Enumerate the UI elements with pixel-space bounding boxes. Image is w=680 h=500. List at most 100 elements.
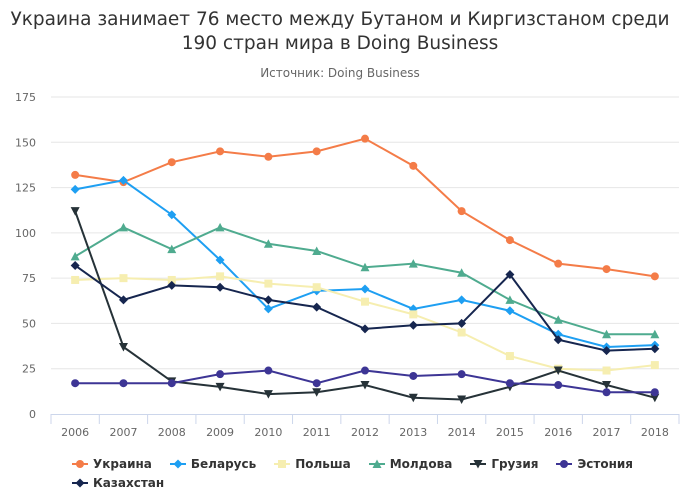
legend-label: Грузия xyxy=(491,456,539,471)
legend-label: Эстония xyxy=(577,456,633,471)
legend-item[interactable]: Украина xyxy=(72,454,152,473)
data-point xyxy=(505,306,515,316)
legend-item[interactable]: Польша xyxy=(274,454,351,473)
x-tick-label: 2016 xyxy=(544,426,572,439)
data-point xyxy=(263,304,273,314)
data-point xyxy=(505,236,514,245)
data-point xyxy=(457,268,467,277)
data-point xyxy=(553,366,563,376)
data-point xyxy=(70,184,80,194)
data-point xyxy=(361,134,369,143)
x-tick-label: 2014 xyxy=(448,426,476,439)
chart-title-line-2: 190 стран мира в Doing Business xyxy=(181,33,499,54)
data-point xyxy=(360,284,370,294)
data-point xyxy=(312,147,321,156)
legend-label: Украина xyxy=(93,456,152,471)
data-point xyxy=(215,282,225,292)
data-point xyxy=(71,379,80,388)
data-point xyxy=(409,310,418,319)
legend-item[interactable]: Казахстан xyxy=(72,473,164,492)
data-point xyxy=(360,324,370,334)
data-point xyxy=(264,152,273,161)
data-point xyxy=(263,390,273,399)
x-tick-label: 2010 xyxy=(254,426,282,439)
data-point xyxy=(650,344,660,354)
data-point xyxy=(216,147,225,156)
data-point xyxy=(602,329,612,339)
legend-item[interactable]: Эстония xyxy=(556,454,633,473)
legend-label: Молдова xyxy=(389,456,453,471)
data-point xyxy=(312,388,322,397)
data-point xyxy=(457,370,466,379)
legend-label: Казахстан xyxy=(93,475,165,490)
y-tick-label: 150 xyxy=(15,136,36,149)
data-point xyxy=(505,270,515,280)
data-point xyxy=(216,272,225,281)
data-point xyxy=(215,382,225,392)
data-point xyxy=(312,283,321,292)
data-point xyxy=(119,274,128,283)
legend-marker-icon xyxy=(169,459,186,468)
data-point xyxy=(408,259,418,268)
x-tick-label: 2013 xyxy=(399,426,427,439)
data-point xyxy=(118,222,128,232)
legend-item[interactable]: Грузия xyxy=(470,454,538,473)
legend-marker-icon xyxy=(274,459,291,468)
data-point xyxy=(602,346,612,356)
legend-marker-icon xyxy=(556,459,573,468)
legend-symbol xyxy=(173,459,183,468)
data-point xyxy=(457,318,467,328)
y-tick-label: 50 xyxy=(22,317,36,330)
data-point xyxy=(70,260,80,270)
x-tick-label: 2011 xyxy=(303,426,331,439)
data-point xyxy=(360,262,370,272)
series-line xyxy=(74,226,655,336)
y-tick-label: 100 xyxy=(15,227,36,240)
data-point xyxy=(264,279,273,288)
data-point xyxy=(457,395,467,405)
chart-subtitle: Источник: Doing Business xyxy=(260,66,420,80)
data-point xyxy=(215,222,225,232)
series-3 xyxy=(70,222,660,339)
data-point xyxy=(457,295,467,305)
data-point xyxy=(361,297,369,306)
legend-symbol xyxy=(75,478,85,487)
x-tick-label: 2018 xyxy=(641,426,669,439)
data-point xyxy=(312,302,322,312)
chart-title: Украина занимает 76 место между Бутаном … xyxy=(0,8,680,56)
legend-marker-icon xyxy=(72,478,88,487)
legend-marker-icon xyxy=(72,459,88,468)
legend-symbol xyxy=(372,459,382,468)
data-point xyxy=(167,210,177,220)
data-point xyxy=(167,379,176,388)
legend-item[interactable]: Молдова xyxy=(368,454,453,473)
x-tick-label: 2006 xyxy=(61,426,89,439)
legend-marker-icon xyxy=(368,459,385,468)
legend-marker-icon xyxy=(470,459,487,468)
data-point xyxy=(312,379,321,388)
data-point xyxy=(70,251,80,261)
legend-label: Польша xyxy=(295,456,351,471)
x-tick-label: 2012 xyxy=(351,426,379,439)
data-point xyxy=(650,361,659,370)
data-point xyxy=(554,259,563,268)
data-point xyxy=(263,239,273,248)
data-point xyxy=(408,320,418,330)
data-point xyxy=(167,280,177,290)
data-point xyxy=(312,246,322,255)
legend-symbol xyxy=(473,459,483,468)
series-0 xyxy=(71,134,659,281)
y-tick-label: 125 xyxy=(15,182,36,195)
series-5 xyxy=(71,366,659,397)
data-point xyxy=(167,275,176,284)
data-point xyxy=(554,381,563,390)
data-point xyxy=(118,175,128,185)
x-tick-label: 2015 xyxy=(496,426,524,439)
data-point xyxy=(167,244,177,254)
data-point xyxy=(71,170,80,179)
legend-item[interactable]: Беларусь xyxy=(169,454,256,473)
data-point xyxy=(602,366,611,375)
data-point xyxy=(167,158,176,167)
data-point xyxy=(650,388,659,397)
data-point xyxy=(408,393,418,403)
